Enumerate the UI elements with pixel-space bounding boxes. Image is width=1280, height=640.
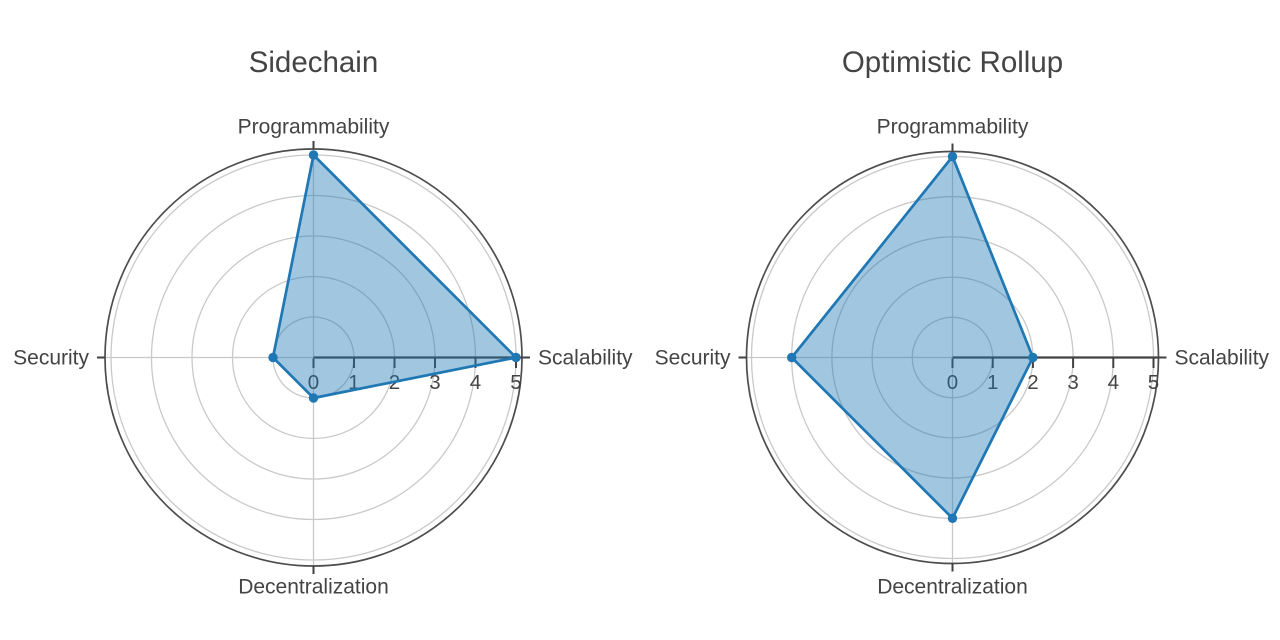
svg-text:Decentralization: Decentralization (877, 576, 1028, 599)
svg-text:1: 1 (987, 371, 998, 394)
svg-text:2: 2 (1027, 371, 1038, 394)
svg-text:0: 0 (947, 371, 958, 394)
svg-text:4: 4 (1108, 371, 1119, 394)
svg-text:Programmability: Programmability (877, 116, 1029, 139)
svg-text:5: 5 (1148, 371, 1159, 394)
svg-text:Scalability: Scalability (538, 347, 633, 370)
svg-text:Scalability: Scalability (1175, 347, 1270, 370)
svg-text:4: 4 (470, 371, 481, 394)
svg-text:Security: Security (655, 347, 731, 370)
svg-text:Programmability: Programmability (238, 116, 390, 139)
svg-text:3: 3 (429, 371, 440, 394)
svg-text:Optimistic Rollup: Optimistic Rollup (842, 46, 1063, 79)
svg-text:1: 1 (348, 371, 359, 394)
svg-text:5: 5 (510, 371, 521, 394)
svg-text:Decentralization: Decentralization (238, 576, 389, 599)
svg-text:Sidechain: Sidechain (249, 46, 379, 79)
svg-text:0: 0 (308, 371, 319, 394)
svg-text:Security: Security (13, 347, 89, 370)
svg-text:3: 3 (1067, 371, 1078, 394)
